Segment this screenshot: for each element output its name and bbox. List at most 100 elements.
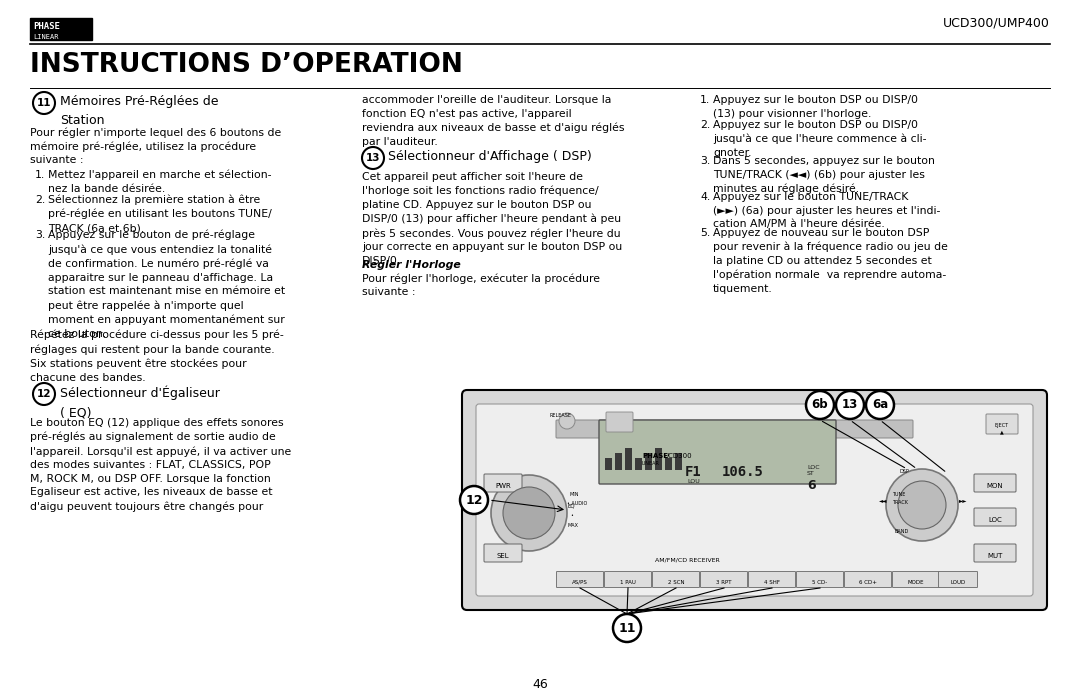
Text: UCD300: UCD300	[663, 453, 691, 459]
FancyBboxPatch shape	[556, 420, 913, 438]
Text: Mettez l'appareil en marche et sélection-
nez la bande désirée.: Mettez l'appareil en marche et sélection…	[48, 170, 271, 194]
Circle shape	[866, 391, 894, 419]
Text: LOC
ST: LOC ST	[807, 465, 820, 476]
Text: BAND: BAND	[895, 529, 909, 534]
FancyBboxPatch shape	[605, 572, 651, 588]
Text: Appuyez sur le bouton TUNE/TRACK
(►►) (6a) pour ajuster les heures et l'indi-
ca: Appuyez sur le bouton TUNE/TRACK (►►) (6…	[713, 192, 941, 229]
Text: ►►: ►►	[959, 498, 968, 503]
FancyBboxPatch shape	[665, 458, 672, 470]
Text: 106.5: 106.5	[723, 465, 764, 479]
Text: RELEASE: RELEASE	[550, 413, 572, 418]
Text: F1: F1	[685, 465, 702, 479]
Circle shape	[460, 486, 488, 514]
FancyBboxPatch shape	[652, 572, 700, 588]
FancyBboxPatch shape	[606, 412, 633, 432]
Text: Appuyez sur le bouton DSP ou DISP/0
jusqu'à ce que l'heure commence à cli-
gnote: Appuyez sur le bouton DSP ou DISP/0 jusq…	[713, 120, 927, 158]
Text: Sélectionneur d'Égaliseur
( EQ): Sélectionneur d'Égaliseur ( EQ)	[60, 386, 220, 419]
FancyBboxPatch shape	[625, 448, 632, 470]
Text: Appuyez sur le bouton de pré-réglage
jusqu'à ce que vous entendiez la tonalité
d: Appuyez sur le bouton de pré-réglage jus…	[48, 230, 285, 339]
FancyBboxPatch shape	[635, 458, 642, 470]
Text: PHASE: PHASE	[642, 453, 669, 459]
FancyBboxPatch shape	[986, 414, 1018, 434]
Circle shape	[806, 391, 834, 419]
Text: 13: 13	[842, 399, 859, 412]
Text: 2 SCN: 2 SCN	[667, 580, 685, 585]
Circle shape	[559, 413, 575, 429]
Text: 3 RPT: 3 RPT	[716, 580, 732, 585]
FancyBboxPatch shape	[462, 390, 1047, 610]
Text: Appuyez de nouveau sur le bouton DSP
pour revenir à la fréquence radio ou jeu de: Appuyez de nouveau sur le bouton DSP pou…	[713, 228, 948, 294]
FancyBboxPatch shape	[556, 572, 604, 588]
Text: UCD300/UMP400: UCD300/UMP400	[943, 16, 1050, 29]
FancyBboxPatch shape	[939, 572, 977, 588]
FancyBboxPatch shape	[974, 544, 1016, 562]
Text: accommoder l'oreille de l'auditeur. Lorsque la
fonction EQ n'est pas active, l'a: accommoder l'oreille de l'auditeur. Lors…	[362, 95, 624, 147]
Text: LINEAR: LINEAR	[33, 34, 58, 40]
Text: Répétez la procédure ci-dessus pour les 5 pré-
réglages qui restent pour la band: Répétez la procédure ci-dessus pour les …	[30, 330, 284, 383]
Text: Pour régler l'horloge, exécuter la procédure
suivante :: Pour régler l'horloge, exécuter la procé…	[362, 273, 600, 297]
Text: 1.: 1.	[35, 170, 45, 180]
FancyBboxPatch shape	[974, 508, 1016, 526]
Text: TUNE: TUNE	[892, 492, 905, 497]
FancyBboxPatch shape	[701, 572, 747, 588]
FancyBboxPatch shape	[484, 474, 522, 492]
Text: PWR: PWR	[495, 483, 511, 489]
Circle shape	[836, 391, 864, 419]
Text: 1.: 1.	[700, 95, 711, 105]
FancyBboxPatch shape	[845, 572, 891, 588]
Text: 6 CD+: 6 CD+	[859, 580, 877, 585]
Text: 11: 11	[618, 621, 636, 634]
Text: MAX: MAX	[567, 523, 578, 528]
Text: LOUD: LOUD	[950, 580, 966, 585]
FancyBboxPatch shape	[605, 458, 612, 470]
Text: AS/PS: AS/PS	[572, 580, 588, 585]
Text: Sélectionneur d'Affichage ( DSP): Sélectionneur d'Affichage ( DSP)	[388, 150, 592, 163]
Text: 3.: 3.	[700, 156, 711, 166]
Text: Appuyez sur le bouton DSP ou DISP/0
(13) pour visionner l'horloge.: Appuyez sur le bouton DSP ou DISP/0 (13)…	[713, 95, 918, 119]
Text: 12: 12	[37, 389, 51, 399]
Text: 46: 46	[532, 678, 548, 691]
FancyBboxPatch shape	[615, 453, 622, 470]
Text: 2.: 2.	[700, 120, 711, 130]
Text: MON: MON	[987, 483, 1003, 489]
Text: EJECT
▲: EJECT ▲	[995, 423, 1009, 434]
Text: 6: 6	[807, 479, 815, 492]
Circle shape	[886, 469, 958, 541]
Text: Cet appareil peut afficher soit l'heure de
l'horloge soit les fonctions radio fr: Cet appareil peut afficher soit l'heure …	[362, 172, 622, 266]
FancyBboxPatch shape	[30, 18, 92, 40]
Text: INSTRUCTIONS D’OPERATION: INSTRUCTIONS D’OPERATION	[30, 52, 463, 78]
Text: Le bouton EQ (12) applique des effets sonores
pré-réglés au signalement de sorti: Le bouton EQ (12) applique des effets so…	[30, 418, 292, 512]
FancyBboxPatch shape	[599, 420, 836, 484]
Text: Régler l'Horloge: Régler l'Horloge	[362, 260, 461, 271]
Text: 11: 11	[37, 98, 51, 108]
Text: TRACK: TRACK	[892, 500, 908, 505]
Text: MODE: MODE	[908, 580, 924, 585]
Text: LOU: LOU	[687, 479, 700, 484]
Circle shape	[613, 614, 642, 642]
FancyBboxPatch shape	[892, 572, 940, 588]
Text: Mémoires Pré-Réglées de
Station: Mémoires Pré-Réglées de Station	[60, 95, 218, 127]
Text: EQ: EQ	[567, 504, 575, 509]
Text: SEL: SEL	[497, 553, 510, 559]
Text: LINEAR: LINEAR	[642, 461, 660, 466]
Text: ◄◄: ◄◄	[878, 498, 887, 503]
FancyBboxPatch shape	[974, 474, 1016, 492]
Text: 5 CD-: 5 CD-	[812, 580, 827, 585]
FancyBboxPatch shape	[484, 544, 522, 562]
Text: LOC: LOC	[988, 517, 1002, 523]
Circle shape	[897, 481, 946, 529]
Text: • AUDIO: • AUDIO	[567, 501, 588, 506]
Text: 3.: 3.	[35, 230, 45, 240]
Text: Pour régler n'importe lequel des 6 boutons de
mémoire pré-réglée, utilisez la pr: Pour régler n'importe lequel des 6 bouto…	[30, 127, 281, 165]
FancyBboxPatch shape	[748, 572, 796, 588]
Text: 12: 12	[465, 493, 483, 507]
Text: 13: 13	[366, 153, 380, 163]
Text: Dans 5 secondes, appuyez sur le bouton
TUNE/TRACK (◄◄) (6b) pour ajuster les
min: Dans 5 secondes, appuyez sur le bouton T…	[713, 156, 935, 194]
Text: MUT: MUT	[987, 553, 1002, 559]
Text: DSP: DSP	[899, 469, 908, 474]
FancyBboxPatch shape	[675, 453, 681, 470]
Text: 6a: 6a	[872, 399, 888, 412]
FancyBboxPatch shape	[645, 453, 652, 470]
Circle shape	[503, 487, 555, 539]
Text: PHASE: PHASE	[33, 22, 59, 31]
